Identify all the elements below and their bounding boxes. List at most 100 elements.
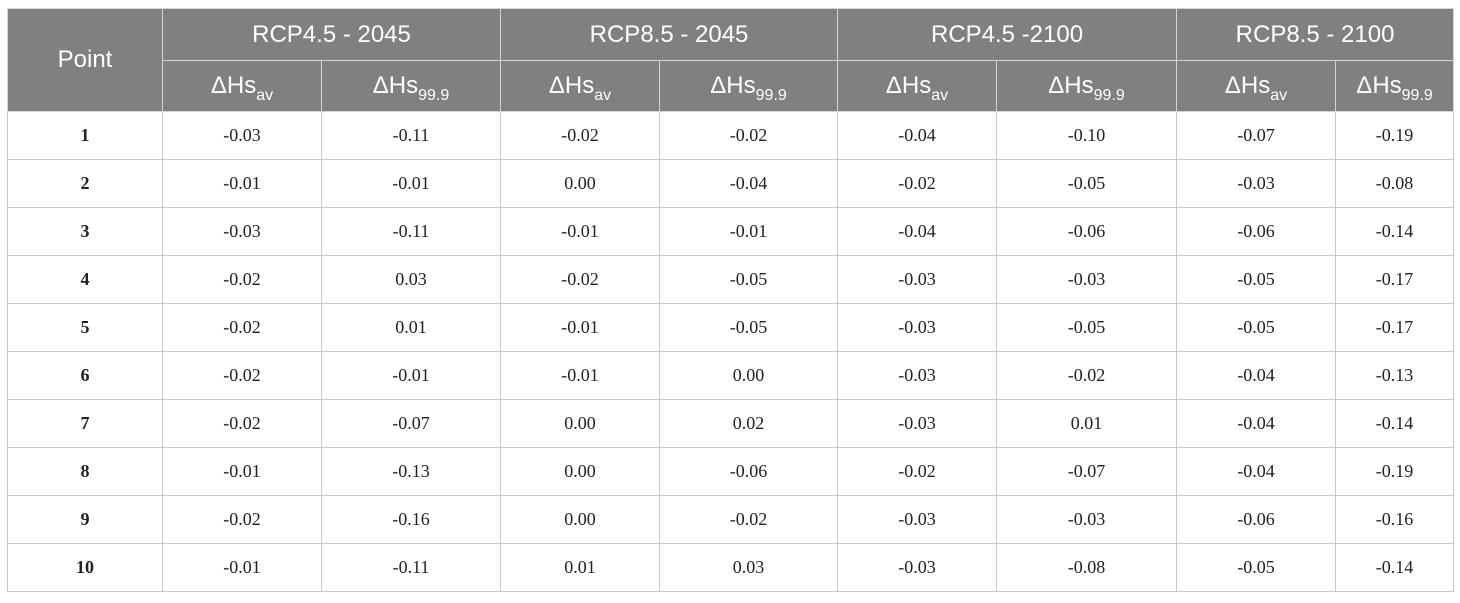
value-cell: -0.03 xyxy=(162,111,322,160)
value-cell: -0.05 xyxy=(659,303,839,352)
metric-header-row: ΔHsav ΔHs99.9 ΔHsav ΔHs99.9 ΔHsav ΔHs99.… xyxy=(8,60,1455,112)
value-cell: -0.04 xyxy=(659,159,839,208)
point-cell: 1 xyxy=(7,111,163,160)
value-cell: -0.01 xyxy=(500,207,661,256)
value-cell: -0.01 xyxy=(500,303,661,352)
metric-subscript: av xyxy=(594,87,612,104)
point-cell: 5 xyxy=(7,303,163,352)
value-cell: -0.14 xyxy=(1335,399,1455,448)
value-cell: -0.11 xyxy=(320,207,502,256)
value-cell: -0.02 xyxy=(162,303,322,352)
value-cell: 0.01 xyxy=(500,543,661,592)
point-column-header: Point xyxy=(7,8,163,112)
metric-subscript: av xyxy=(1270,87,1288,104)
metric-subscript: av xyxy=(256,87,274,104)
value-cell: -0.05 xyxy=(659,255,839,304)
value-cell: 0.02 xyxy=(659,399,839,448)
metric-subscript: av xyxy=(931,87,949,104)
point-cell: 8 xyxy=(7,447,163,496)
scenario-header: RCP4.5 -2100 xyxy=(837,8,1178,61)
table-row: 3 -0.03 -0.11 -0.01 -0.01 -0.04 -0.06 -0.06 -0.1… xyxy=(7,207,1455,256)
metric-subscript: 99.9 xyxy=(1401,87,1433,104)
metric-base: ΔHs xyxy=(1356,72,1402,99)
value-cell: -0.03 xyxy=(837,399,998,448)
value-cell: -0.02 xyxy=(162,399,322,448)
metric-subscript: 99.9 xyxy=(755,87,787,104)
wave-height-change-table: Point RCP4.5 - 2045 RCP8.5 - 2045 RCP4.5… xyxy=(7,8,1455,592)
value-cell: -0.02 xyxy=(162,255,322,304)
value-cell: -0.01 xyxy=(500,351,661,400)
point-cell: 10 xyxy=(7,543,163,592)
value-cell: -0.13 xyxy=(320,447,502,496)
value-cell: -0.05 xyxy=(1176,543,1337,592)
metric-base: ΔHs xyxy=(548,72,595,99)
table-row: 9 -0.02 -0.16 0.00 -0.02 -0.03 -0.03 -0.06 -0.16 xyxy=(7,495,1455,544)
value-cell: -0.16 xyxy=(320,495,502,544)
value-cell: -0.02 xyxy=(162,495,322,544)
value-cell: -0.03 xyxy=(162,207,322,256)
point-cell: 2 xyxy=(7,159,163,208)
value-cell: -0.01 xyxy=(162,159,322,208)
point-cell: 9 xyxy=(7,495,163,544)
point-cell: 7 xyxy=(7,399,163,448)
point-cell: 3 xyxy=(7,207,163,256)
value-cell: -0.03 xyxy=(1176,159,1337,208)
value-cell: -0.03 xyxy=(996,255,1178,304)
point-cell: 4 xyxy=(7,255,163,304)
value-cell: -0.04 xyxy=(837,111,998,160)
metric-header-hs-av: ΔHsav xyxy=(500,60,661,112)
scenario-header-row: Point RCP4.5 - 2045 RCP8.5 - 2045 RCP4.5… xyxy=(7,8,1455,112)
metric-base: ΔHs xyxy=(1224,72,1271,99)
scenario-header: RCP4.5 - 2045 xyxy=(161,8,502,61)
value-cell: 0.03 xyxy=(659,543,839,592)
value-cell: 0.00 xyxy=(500,399,661,448)
scenario-header: RCP8.5 - 2045 xyxy=(500,8,839,61)
value-cell: -0.07 xyxy=(1176,111,1337,160)
value-cell: -0.03 xyxy=(837,351,998,400)
value-cell: -0.02 xyxy=(996,351,1178,400)
table-row: 2 -0.01 -0.01 0.00 -0.04 -0.02 -0.05 -0.03 -0.08 xyxy=(7,159,1455,208)
metric-header-hs-av: ΔHsav xyxy=(837,60,998,112)
value-cell: 0.00 xyxy=(500,495,661,544)
value-cell: -0.14 xyxy=(1335,207,1455,256)
value-cell: -0.02 xyxy=(837,447,998,496)
value-cell: 0.00 xyxy=(659,351,839,400)
table-row: 7 -0.02 -0.07 0.00 0.02 -0.03 0.01 -0.04 -0.14 xyxy=(7,399,1455,448)
table-row: 5 -0.02 0.01 -0.01 -0.05 -0.03 -0.05 -0.05 -0.17 xyxy=(7,303,1455,352)
metric-subscript: 99.9 xyxy=(418,87,450,104)
value-cell: -0.10 xyxy=(996,111,1178,160)
metric-header-hs-99-9: ΔHs99.9 xyxy=(659,60,839,112)
value-cell: -0.19 xyxy=(1335,447,1455,496)
table-row: 8 -0.01 -0.13 0.00 -0.06 -0.02 -0.07 -0.04 -0.19 xyxy=(7,447,1455,496)
metric-base: ΔHs xyxy=(372,72,419,99)
value-cell: -0.19 xyxy=(1335,111,1455,160)
metric-base: ΔHs xyxy=(710,72,756,99)
value-cell: -0.02 xyxy=(659,495,839,544)
value-cell: -0.06 xyxy=(996,207,1178,256)
value-cell: -0.14 xyxy=(1335,543,1455,592)
value-cell: -0.01 xyxy=(162,447,322,496)
point-cell: 6 xyxy=(7,351,163,400)
value-cell: 0.01 xyxy=(320,303,502,352)
value-cell: -0.08 xyxy=(996,543,1178,592)
value-cell: -0.05 xyxy=(996,159,1178,208)
metric-header-hs-99-9: ΔHs99.9 xyxy=(996,60,1178,112)
table-row: 1 -0.03 -0.11 -0.02 -0.02 -0.04 -0.10 -0.07 -0.1… xyxy=(7,111,1455,160)
value-cell: -0.05 xyxy=(1176,255,1337,304)
value-cell: -0.06 xyxy=(659,447,839,496)
value-cell: -0.04 xyxy=(1176,447,1337,496)
value-cell: -0.02 xyxy=(500,255,661,304)
value-cell: -0.03 xyxy=(837,303,998,352)
value-cell: -0.03 xyxy=(837,543,998,592)
value-cell: -0.02 xyxy=(837,159,998,208)
value-cell: -0.13 xyxy=(1335,351,1455,400)
value-cell: -0.07 xyxy=(320,399,502,448)
value-cell: -0.17 xyxy=(1335,255,1455,304)
table-row: 6 -0.02 -0.01 -0.01 0.00 -0.03 -0.02 -0.04 -0.13 xyxy=(7,351,1455,400)
metric-header-hs-av: ΔHsav xyxy=(162,60,322,112)
data-table-container: Point RCP4.5 - 2045 RCP8.5 - 2045 RCP4.5… xyxy=(7,8,1455,592)
value-cell: -0.01 xyxy=(320,159,502,208)
value-cell: -0.08 xyxy=(1335,159,1455,208)
table-header: Point RCP4.5 - 2045 RCP8.5 - 2045 RCP4.5… xyxy=(7,8,1455,112)
value-cell: -0.05 xyxy=(996,303,1178,352)
